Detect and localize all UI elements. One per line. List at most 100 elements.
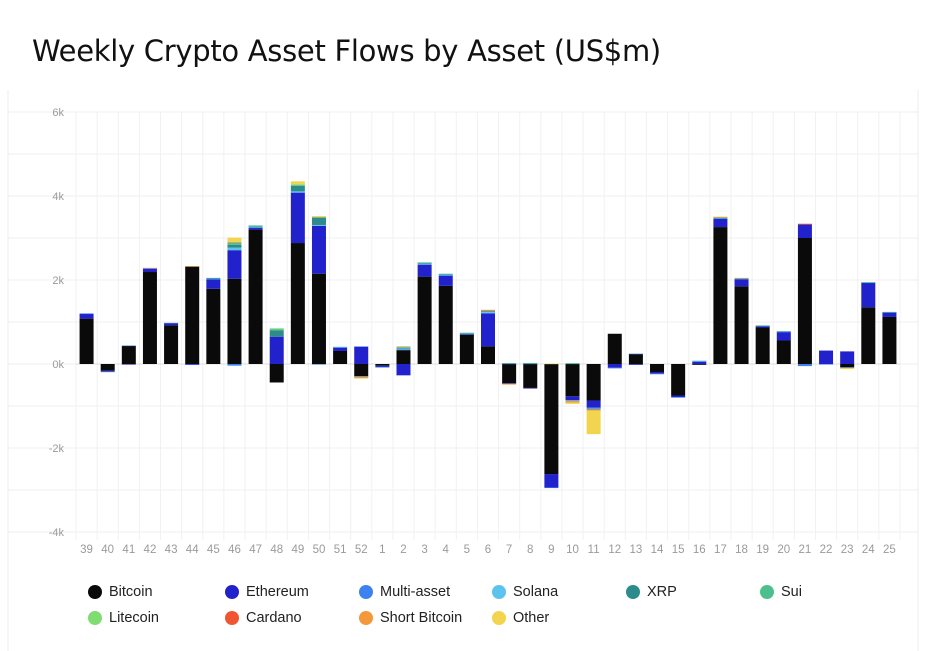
x-tick-label: 47 xyxy=(249,544,262,556)
bar-segment-solana xyxy=(417,263,432,265)
bar-segment-multi-asset xyxy=(206,278,221,280)
bar-segment-other xyxy=(544,363,559,365)
bar-segment-ethereum xyxy=(586,400,601,408)
bar-segment-short-bitcoin xyxy=(142,267,157,269)
legend-swatch xyxy=(492,585,506,599)
bar-segment-other xyxy=(565,402,580,404)
bar-segment-multi-asset xyxy=(142,268,157,269)
bar-segment-ethereum xyxy=(206,279,221,289)
bar-segment-bitcoin xyxy=(734,286,749,364)
bar-segment-other xyxy=(586,410,601,435)
x-tick-label: 12 xyxy=(608,544,621,556)
legend-label: Short Bitcoin xyxy=(380,610,463,626)
bar-segment-ethereum xyxy=(755,326,770,328)
bar-segment-cardano xyxy=(797,223,812,225)
bar-segment-bitcoin xyxy=(459,334,474,364)
x-tick-label: 3 xyxy=(421,544,427,556)
bar-segment-multi-asset xyxy=(692,361,707,362)
x-tick-label: 13 xyxy=(629,544,642,556)
bar-segment-ethereum xyxy=(354,346,369,364)
bar-segment-short-bitcoin xyxy=(311,216,326,218)
bar-segment-solana xyxy=(311,224,326,226)
bar-segment-cardano xyxy=(481,310,495,311)
bar-segment-ethereum xyxy=(650,371,665,374)
bar-segment-xrp xyxy=(417,262,432,264)
x-tick-label: 24 xyxy=(862,544,875,556)
x-tick-label: 1 xyxy=(379,544,385,556)
bar-segment-ethereum xyxy=(248,227,263,230)
bar-segment-sui xyxy=(481,310,495,312)
x-tick-label: 49 xyxy=(291,544,304,556)
bar-segment-multi-asset xyxy=(502,363,517,365)
x-tick-label: 22 xyxy=(820,544,833,556)
legend-item-short-bitcoin: Short Bitcoin xyxy=(359,610,462,626)
bar-segment-xrp xyxy=(776,331,791,332)
x-tick-label: 7 xyxy=(506,544,512,556)
legend-label: Ethereum xyxy=(246,584,309,600)
bar-segment-ethereum xyxy=(628,364,643,365)
legend-item-bitcoin: Bitcoin xyxy=(88,584,153,600)
bar-segment-sui xyxy=(713,217,728,219)
x-tick-label: 2 xyxy=(400,544,406,556)
bar-segment-xrp xyxy=(481,311,495,312)
bar-segment-solana xyxy=(713,218,728,219)
bar-segment-ethereum xyxy=(164,323,179,326)
bar-segment-solana xyxy=(333,346,348,348)
bar-segment-xrp xyxy=(311,217,326,225)
x-tick-label: 14 xyxy=(651,544,664,556)
bar-segment-ethereum xyxy=(776,332,791,341)
bar-segment-ethereum xyxy=(417,264,432,277)
bar-segment-bitcoin xyxy=(396,350,411,364)
bar-segment-short-bitcoin xyxy=(396,346,411,347)
bar-segment-solana xyxy=(459,333,474,335)
legend-item-solana: Solana xyxy=(492,584,558,600)
bar-segment-multi-asset xyxy=(164,322,179,324)
bar-segment-ethereum xyxy=(671,395,686,398)
bar-segment-ethereum xyxy=(290,192,305,244)
bar-segment-multi-asset xyxy=(121,345,136,347)
bar-segment-multi-asset xyxy=(481,312,495,314)
bar-segment-xrp xyxy=(459,333,474,334)
x-tick-label: 10 xyxy=(566,544,579,556)
bar-segment-other xyxy=(713,216,728,218)
bar-segment-ethereum xyxy=(375,365,390,367)
bar-segment-bitcoin xyxy=(354,364,369,377)
bar-segment-solana xyxy=(438,274,453,276)
bar-segment-bitcoin xyxy=(776,340,791,364)
legend-swatch xyxy=(492,611,506,625)
legend-item-multi-asset: Multi-asset xyxy=(359,584,450,600)
bar-segment-bitcoin xyxy=(100,364,115,371)
bar-segment-xrp xyxy=(206,277,221,279)
x-tick-label: 5 xyxy=(464,544,470,556)
bar-segment-sui xyxy=(861,282,876,283)
bar-segment-bitcoin xyxy=(607,333,622,364)
bar-segment-multi-asset xyxy=(227,364,242,366)
bar-segment-bitcoin xyxy=(248,229,263,364)
bar-segment-bitcoin xyxy=(375,364,390,366)
bar-segment-ethereum xyxy=(819,350,834,364)
x-tick-label: 41 xyxy=(122,544,135,556)
bar-segment-short-bitcoin xyxy=(354,376,369,379)
bar-segment-short-bitcoin xyxy=(713,217,728,218)
bar-segment-multi-asset xyxy=(819,364,834,365)
legend-swatch xyxy=(760,585,774,599)
bar-segment-bitcoin xyxy=(671,364,686,396)
bar-segment-multi-asset xyxy=(417,264,432,265)
bar-segment-sui xyxy=(396,347,411,348)
bar-segment-sui xyxy=(417,262,432,263)
bar-segment-bitcoin xyxy=(861,307,876,364)
bar-segment-multi-asset xyxy=(840,367,855,368)
bar-segment-multi-asset xyxy=(248,227,263,229)
legend-label: Multi-asset xyxy=(380,584,451,600)
bar-segment-ethereum xyxy=(882,312,897,317)
bar-segment-bitcoin xyxy=(121,345,136,364)
bar-segment-ethereum xyxy=(396,364,411,376)
bar-segment-short-bitcoin xyxy=(481,309,495,311)
bar-segment-solana xyxy=(396,348,411,350)
legend-swatch xyxy=(626,585,640,599)
bar-segment-solana xyxy=(565,400,580,402)
legend-item-litecoin: Litecoin xyxy=(88,610,159,626)
bar-segment-bitcoin xyxy=(417,276,432,364)
bar-segment-ethereum xyxy=(692,361,707,364)
x-tick-label: 40 xyxy=(101,544,114,556)
